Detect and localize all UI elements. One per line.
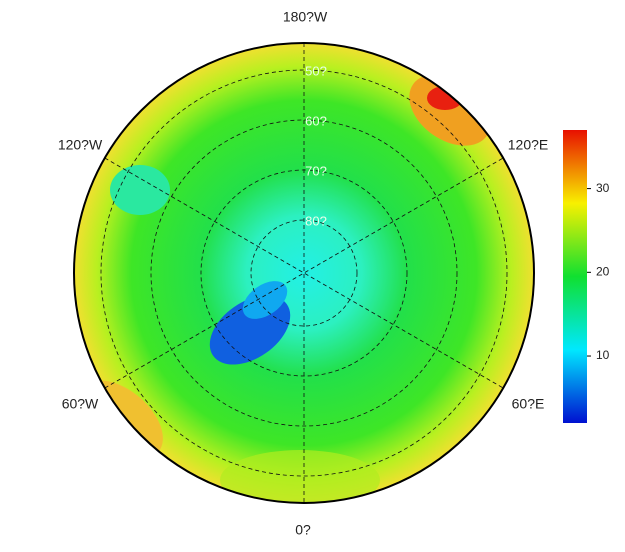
colorbar-tick-label: 30 bbox=[596, 181, 610, 195]
longitude-label: 180?W bbox=[283, 9, 328, 25]
longitude-label: 0? bbox=[295, 522, 311, 538]
longitude-label: 120?E bbox=[508, 137, 548, 153]
colorbar bbox=[563, 130, 587, 423]
latitude-label: 70? bbox=[305, 163, 327, 178]
map-field bbox=[74, 43, 534, 503]
latitude-label: 50? bbox=[305, 63, 327, 78]
map-border bbox=[73, 42, 535, 504]
colorbar-tick-label: 10 bbox=[596, 348, 610, 362]
latitude-label: 80? bbox=[305, 213, 327, 228]
longitude-label: 60?E bbox=[512, 396, 545, 412]
longitude-label: 120?W bbox=[58, 137, 103, 153]
longitude-label: 60?W bbox=[62, 396, 99, 412]
colorbar-tick-label: 20 bbox=[596, 264, 610, 278]
latitude-label: 60? bbox=[305, 113, 327, 128]
graticule bbox=[100, 43, 508, 503]
